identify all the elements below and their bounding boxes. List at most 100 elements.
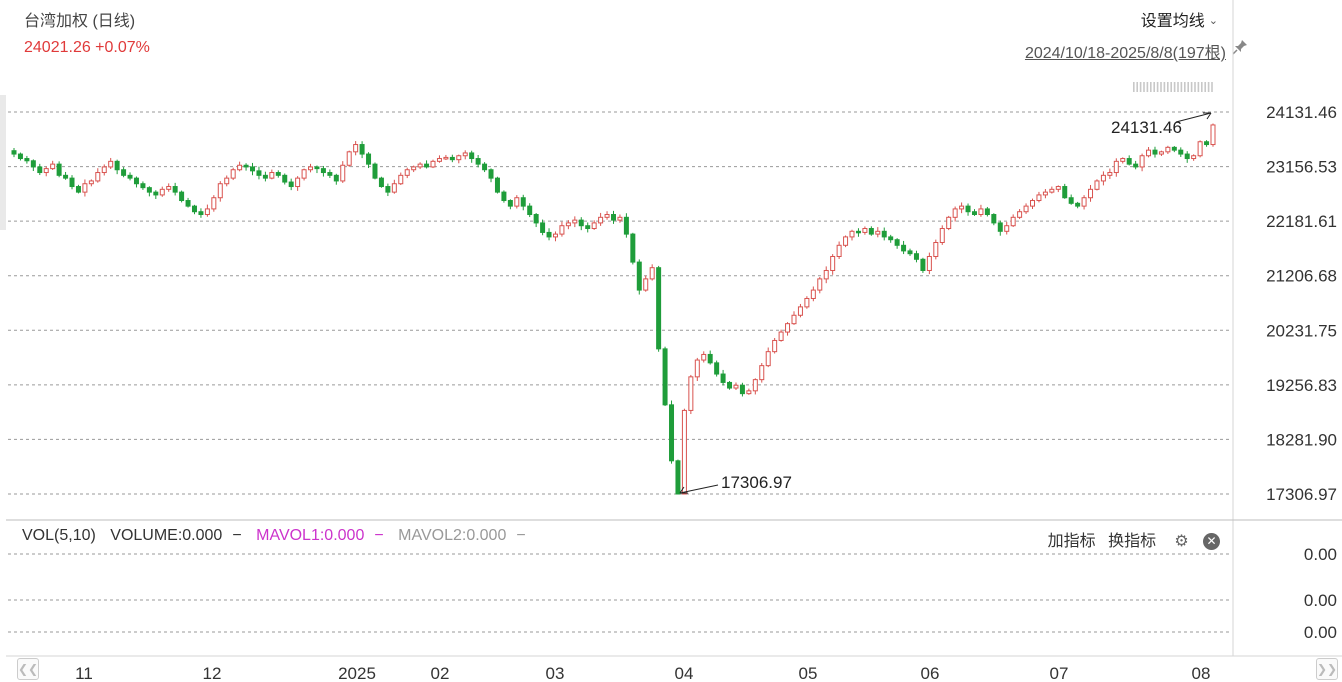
x-tick-label: 11 (75, 664, 93, 682)
candle-body (75, 186, 81, 193)
candle-body (514, 197, 520, 207)
mini-strip-bar (1143, 82, 1145, 92)
mini-strip-bar (1204, 82, 1206, 92)
candle-body (1152, 149, 1158, 155)
y-tick-label: 21206.68 (1266, 267, 1337, 286)
vol-volume-value: VOLUME:0.000 (110, 527, 223, 544)
candle-body (1158, 151, 1164, 155)
x-tick-label: 07 (1050, 664, 1069, 682)
x-tick-label: 2025 (338, 664, 376, 682)
candle-body (939, 228, 945, 244)
mini-strip-bar (1167, 82, 1169, 92)
candle-body (997, 222, 1003, 232)
candle-body (469, 152, 475, 160)
candle-body (727, 381, 733, 389)
candle-body (598, 216, 604, 224)
mini-strip-bar (1190, 82, 1193, 92)
candle-body (739, 384, 745, 395)
candle-body (179, 191, 185, 202)
candle-body (1126, 158, 1132, 165)
candle-body (166, 186, 172, 190)
candle-body (237, 164, 243, 171)
candle-body (785, 323, 791, 333)
candle-body (275, 172, 281, 176)
candle-body (714, 362, 720, 375)
candle-body (855, 230, 861, 234)
y-tick-label: 23156.53 (1266, 158, 1337, 177)
candle-body (30, 160, 36, 168)
candle-body (314, 166, 320, 170)
date-range[interactable]: 2024/10/18-2025/8/8(197根) (1024, 45, 1226, 62)
candle-body (778, 331, 784, 341)
candle-body (1197, 141, 1203, 157)
candle-body (733, 384, 739, 389)
candle-body (359, 144, 365, 155)
high-label: 24131.46 (1111, 118, 1182, 137)
high-arrow-line (1175, 112, 1212, 123)
candle-body (1165, 146, 1171, 153)
mini-strip-bar (1184, 82, 1186, 92)
mini-strip-bar (1156, 82, 1159, 92)
close-icon[interactable]: ✕ (1203, 533, 1220, 550)
candle-body (527, 205, 533, 216)
candle-body (752, 379, 758, 392)
candle-body (578, 219, 584, 227)
candle-body (256, 170, 262, 176)
candle-body (946, 216, 952, 230)
mini-strip-bar (1173, 82, 1176, 92)
pin-icon[interactable] (1232, 39, 1248, 59)
candle-body (630, 233, 636, 263)
candle-body (1055, 186, 1061, 190)
candle-body (24, 158, 30, 162)
candle-body (681, 409, 687, 495)
x-tick-label: 06 (921, 664, 940, 682)
mini-strip-bar (1153, 82, 1155, 92)
candle-body (456, 155, 462, 161)
candle-body (926, 255, 932, 271)
gear-icon[interactable]: ⚙ (1174, 533, 1189, 550)
candle-body (185, 200, 191, 207)
candle-body (191, 205, 197, 213)
candle-body (114, 160, 120, 171)
mini-strip-bar (1170, 82, 1172, 92)
vol-indicator-name: VOL(5,10) (22, 527, 96, 544)
set-ma-label: 设置均线 (1140, 13, 1205, 30)
candle-body (17, 153, 23, 160)
candle-body (269, 172, 275, 179)
vol-volume-dash: − (232, 527, 242, 544)
scroll-right-button[interactable]: ❯❯ (1316, 658, 1338, 680)
candle-body (707, 353, 713, 364)
candle-body (881, 230, 887, 238)
chart-frame (6, 0, 1342, 682)
vol-mavol2-dash: − (516, 527, 526, 544)
chevron-left-icon: ❮❮ (18, 662, 39, 676)
candle-body (533, 214, 539, 224)
candle-body (1036, 194, 1042, 202)
mini-volume-strip (1133, 82, 1213, 92)
candle-body (308, 166, 314, 171)
candle-body (546, 231, 552, 238)
candle-body (1120, 158, 1126, 162)
candle-body (424, 163, 430, 168)
candle-body (282, 174, 288, 183)
candle-body (385, 186, 391, 193)
set-ma-button[interactable]: 设置均线 ⌄ (1141, 7, 1218, 31)
candle-body (133, 177, 139, 185)
candle-body (1107, 172, 1113, 176)
candle-body (230, 169, 236, 179)
x-tick-label: 12 (203, 664, 222, 682)
mini-strip-bar (1211, 82, 1213, 92)
candle-body (572, 219, 578, 224)
candle-body (198, 211, 204, 216)
scroll-left-button[interactable]: ❮❮ (17, 658, 39, 680)
add-indicator-button[interactable]: 加指标 (1047, 533, 1096, 550)
candle-body (88, 180, 94, 185)
candle-body (1146, 149, 1152, 157)
switch-indicator-button[interactable]: 换指标 (1108, 533, 1157, 550)
candle-body (675, 460, 681, 495)
candle-body (327, 172, 333, 176)
candle-body (295, 177, 301, 188)
vol-mavol2-value: MAVOL2:0.000 (398, 527, 507, 544)
candle-body (920, 258, 926, 271)
